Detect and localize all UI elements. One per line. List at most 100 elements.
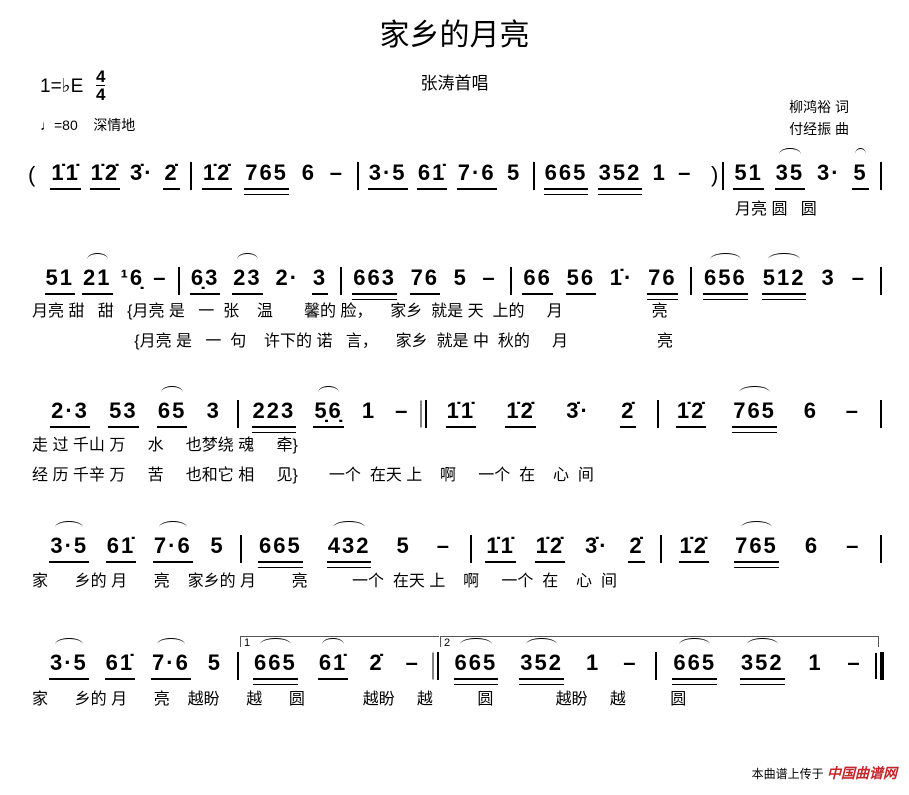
note-group: 6 <box>803 398 818 423</box>
repeat-barline <box>425 400 427 428</box>
measure: 3·5 61̇ 7·6 5 <box>363 160 527 200</box>
dash: – <box>845 398 861 423</box>
note-group: 65 <box>156 386 188 428</box>
slur-mark <box>709 253 741 266</box>
lyric-line: 家 乡的 月 亮 越盼 越 圆 越盼 越 圆 越盼 越 圆 <box>32 691 687 708</box>
note-group: 663 <box>352 265 397 295</box>
lyric-line: 家 乡的 月 亮 家乡的 月 亮 一个 在天 上 啊 一个 在 心 间 <box>32 573 617 590</box>
dash: – <box>678 160 693 185</box>
note-group: 2̇ <box>369 650 384 675</box>
note-group: 66 <box>522 265 553 295</box>
note-group: 665 <box>253 638 298 680</box>
note-group: 5 <box>396 533 411 558</box>
note-group: 7·6 <box>151 638 191 680</box>
lyric-line: 月亮 圆 圆 <box>735 201 817 218</box>
note-group: 656 <box>703 253 748 295</box>
barline <box>880 162 882 190</box>
slur-mark <box>740 521 773 534</box>
staff-row: 1̇1̇ 1̇2̇ 3̇· 2̇ 1̇2̇ 765 6–3·5 61̇ 7·6 5 665 352 1–… <box>0 148 909 200</box>
measure: 665 352 1– <box>443 638 649 690</box>
singer: 张涛首唱 <box>420 74 489 93</box>
note-group: 1̇· <box>609 265 634 290</box>
note-group: 6̣3 <box>189 265 221 295</box>
note-group: 5 <box>207 650 222 675</box>
barline <box>190 162 192 190</box>
tempo-marking: ♩=80 深情地 <box>40 116 135 134</box>
note-group: 665 <box>543 160 589 190</box>
note-group: 53 <box>108 398 139 428</box>
slur-mark <box>779 148 801 161</box>
note-group: 5 <box>453 265 468 290</box>
barline <box>722 162 724 190</box>
barline <box>470 535 472 563</box>
note-group: 23 <box>232 253 263 295</box>
open-parenthesis: ( <box>28 162 36 187</box>
measure: 665 352 1– <box>661 638 874 690</box>
note-group: 35 <box>774 148 806 190</box>
slur-mark <box>460 638 492 651</box>
note-group: 3· <box>816 160 841 185</box>
slur-mark <box>679 638 711 651</box>
lyric-line: {月亮 是 一 句 许下的 诺 言， 家乡 就是 中 秋的 月 亮 <box>32 333 673 350</box>
composer: 付经振 曲 <box>789 121 849 137</box>
slur-mark <box>746 638 778 651</box>
note-group: 1̇2̇ <box>201 160 233 190</box>
dash: – <box>847 650 862 675</box>
barline <box>340 267 342 295</box>
note-group: 3·5 <box>367 160 408 190</box>
note-group: 1 <box>361 398 377 423</box>
measure: 3·5 61̇ 7·6 5 <box>41 638 231 690</box>
site-logo: 中国曲谱网 <box>827 765 897 781</box>
note-group: 1̇1̇ <box>445 398 477 428</box>
measure: 1̇1̇ 1̇2̇ 3̇· 2̇ <box>431 398 651 438</box>
dash: – <box>851 265 866 290</box>
volta-1: 1 <box>240 636 439 649</box>
time-signature-bottom: 4 <box>96 85 106 104</box>
note-group: 1̇2̇ <box>534 533 566 563</box>
measure: 3·5 61̇ 7·6 5 <box>41 521 234 573</box>
volta-2: 2 <box>440 636 879 649</box>
dash: – <box>846 533 861 558</box>
note-group: 6 <box>301 160 316 185</box>
measure: 51 35 3· 5 <box>728 148 874 200</box>
note-group: 51 <box>44 265 75 295</box>
note-group: 7·6 <box>456 160 497 190</box>
measure: 6̣3 23 2· 3 <box>184 253 334 305</box>
slur-mark <box>322 638 344 651</box>
staff-row: 3·5 61̇ 7·6 5 665 432 5–1̇1̇ 1̇2̇ 3̇· 2̇ 1̇2̇ 765 6– <box>0 521 909 573</box>
barline <box>690 267 692 295</box>
note-group: 3 <box>206 398 221 423</box>
footer-text: 本曲谱上传于 <box>751 767 824 781</box>
note-group: 2̇ <box>620 398 637 428</box>
note-group: 1̇2̇ <box>89 160 121 190</box>
final-barline <box>880 652 884 680</box>
note-group: 3·5 <box>48 638 89 680</box>
note-group: 51 <box>733 160 764 190</box>
barline <box>178 267 180 295</box>
note-group: 3 <box>821 265 836 290</box>
note-group: 5 <box>507 160 522 185</box>
measure: 66 56 1̇· 76 <box>516 265 684 305</box>
barline <box>357 162 359 190</box>
slur-mark <box>236 253 259 266</box>
barline <box>660 535 662 563</box>
note-group: 1 <box>808 650 823 675</box>
note-group: 665 <box>453 638 499 680</box>
dash: – <box>153 265 168 290</box>
expression: 深情地 <box>93 117 136 133</box>
slur-mark <box>738 386 771 399</box>
note-group: 61̇ <box>317 638 349 680</box>
note-group: 61̇ <box>416 160 448 190</box>
slur-mark <box>86 253 108 266</box>
barline <box>237 652 239 680</box>
note-group: 1̇2̇ <box>675 398 707 428</box>
note-group: 352 <box>597 160 643 190</box>
song-title: 家乡的月亮 <box>379 19 530 52</box>
dash: – <box>482 265 497 290</box>
repeat-barline <box>437 652 439 680</box>
measure: 663 76 5– <box>346 265 504 305</box>
time-signature-top: 4 <box>96 67 106 86</box>
lyric-line: 月亮 甜 甜 {月亮 是 一 张 温 馨的 脸， 家乡 就是 天 上的 月 亮 <box>32 303 668 320</box>
note-group: 3̇· <box>584 533 609 558</box>
